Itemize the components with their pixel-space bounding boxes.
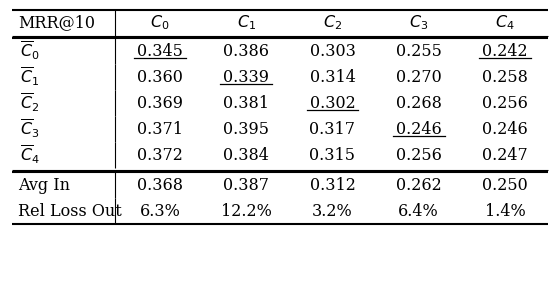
Text: 0.386: 0.386: [223, 43, 269, 59]
Text: Rel Loss Out: Rel Loss Out: [18, 202, 122, 220]
Text: Avg In: Avg In: [18, 176, 70, 194]
Text: 0.262: 0.262: [396, 176, 442, 194]
Text: 0.372: 0.372: [137, 147, 183, 163]
Text: 0.242: 0.242: [482, 43, 528, 59]
Text: 0.246: 0.246: [482, 120, 528, 138]
Text: 0.317: 0.317: [310, 120, 356, 138]
Text: 0.256: 0.256: [396, 147, 442, 163]
Text: $C_{0}$: $C_{0}$: [150, 14, 170, 32]
Text: $C_{4}$: $C_{4}$: [495, 14, 515, 32]
Text: 3.2%: 3.2%: [312, 202, 353, 220]
Text: 0.345: 0.345: [137, 43, 183, 59]
Text: 0.369: 0.369: [137, 94, 183, 112]
Text: 0.315: 0.315: [310, 147, 356, 163]
Text: 0.384: 0.384: [223, 147, 269, 163]
Text: $C_{1}$: $C_{1}$: [237, 14, 256, 32]
Text: 0.268: 0.268: [396, 94, 442, 112]
Text: 6.4%: 6.4%: [398, 202, 439, 220]
Text: 0.250: 0.250: [482, 176, 528, 194]
Text: 0.314: 0.314: [310, 68, 356, 86]
Text: 0.302: 0.302: [310, 94, 356, 112]
Text: $\overline{C}_{0}$: $\overline{C}_{0}$: [20, 40, 40, 62]
Text: 0.360: 0.360: [137, 68, 183, 86]
Text: 1.4%: 1.4%: [484, 202, 525, 220]
Text: 0.246: 0.246: [396, 120, 442, 138]
Text: $\overline{C}_{2}$: $\overline{C}_{2}$: [20, 92, 39, 114]
Text: $\overline{C}_{1}$: $\overline{C}_{1}$: [20, 66, 39, 88]
Text: $C_{2}$: $C_{2}$: [323, 14, 342, 32]
Text: 0.368: 0.368: [137, 176, 183, 194]
Text: $\overline{C}_{3}$: $\overline{C}_{3}$: [20, 118, 39, 140]
Text: $C_{3}$: $C_{3}$: [409, 14, 428, 32]
Text: 0.339: 0.339: [223, 68, 269, 86]
Text: 0.270: 0.270: [396, 68, 442, 86]
Text: 0.258: 0.258: [482, 68, 528, 86]
Text: MRR@10: MRR@10: [18, 15, 95, 31]
Text: 0.395: 0.395: [223, 120, 269, 138]
Text: 0.381: 0.381: [223, 94, 269, 112]
Text: 0.255: 0.255: [396, 43, 442, 59]
Text: 0.387: 0.387: [223, 176, 269, 194]
Text: 0.312: 0.312: [310, 176, 356, 194]
Text: 0.247: 0.247: [482, 147, 528, 163]
Text: 6.3%: 6.3%: [139, 202, 180, 220]
Text: 0.256: 0.256: [482, 94, 528, 112]
Text: 0.303: 0.303: [310, 43, 356, 59]
Text: 12.2%: 12.2%: [221, 202, 272, 220]
Text: $\overline{C}_{4}$: $\overline{C}_{4}$: [20, 144, 40, 166]
Text: 0.371: 0.371: [137, 120, 183, 138]
